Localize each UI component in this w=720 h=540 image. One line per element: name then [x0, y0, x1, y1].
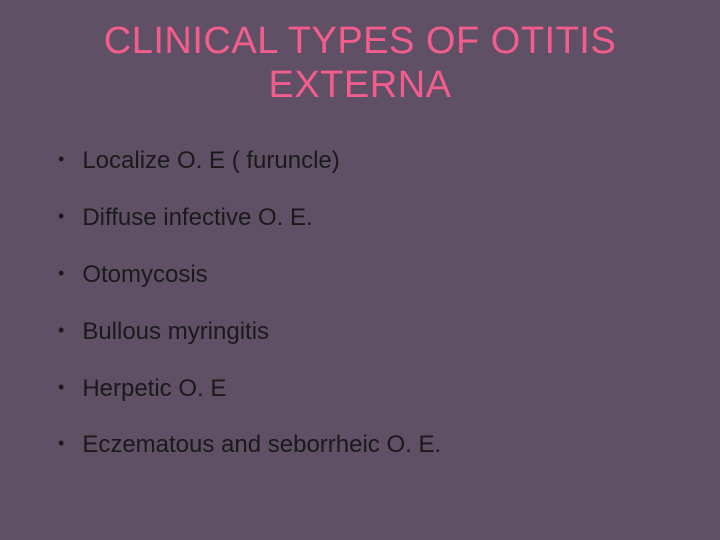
bullet-icon: •	[58, 318, 64, 343]
bullet-text: Otomycosis	[82, 261, 207, 290]
bullet-icon: •	[58, 375, 64, 400]
list-item: • Diffuse infective O. E.	[58, 204, 670, 233]
bullet-list: • Localize O. E ( furuncle) • Diffuse in…	[50, 147, 670, 460]
bullet-icon: •	[58, 261, 64, 286]
bullet-icon: •	[58, 204, 64, 229]
list-item: • Otomycosis	[58, 261, 670, 290]
slide-title: CLINICAL TYPES OF OTITIS EXTERNA	[50, 20, 670, 107]
bullet-icon: •	[58, 431, 64, 456]
list-item: • Herpetic O. E	[58, 375, 670, 404]
bullet-text: Localize O. E ( furuncle)	[82, 147, 339, 176]
bullet-text: Eczematous and seborrheic O. E.	[82, 431, 441, 460]
list-item: • Localize O. E ( furuncle)	[58, 147, 670, 176]
list-item: • Eczematous and seborrheic O. E.	[58, 431, 670, 460]
slide-container: CLINICAL TYPES OF OTITIS EXTERNA • Local…	[0, 0, 720, 540]
bullet-icon: •	[58, 147, 64, 172]
list-item: • Bullous myringitis	[58, 318, 670, 347]
bullet-text: Herpetic O. E	[82, 375, 226, 404]
bullet-text: Diffuse infective O. E.	[82, 204, 312, 233]
bullet-text: Bullous myringitis	[82, 318, 269, 347]
